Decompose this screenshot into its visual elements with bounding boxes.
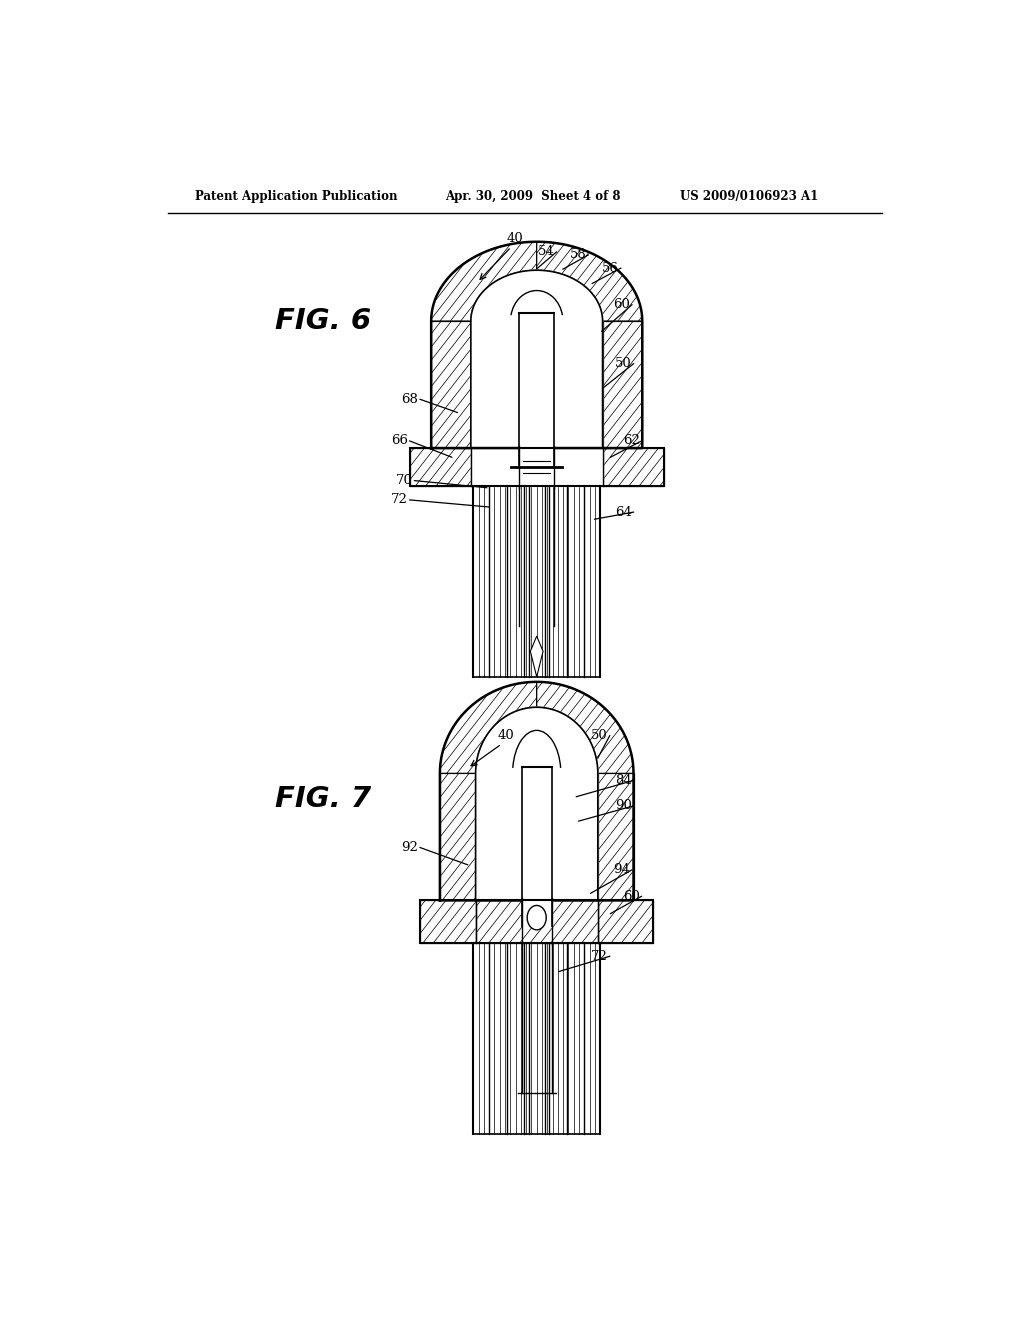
Text: 72: 72	[591, 950, 608, 962]
Bar	[410, 447, 664, 486]
Polygon shape	[602, 447, 664, 486]
Text: 50: 50	[614, 358, 632, 370]
Text: 40: 40	[507, 232, 523, 246]
Polygon shape	[602, 321, 642, 447]
Text: 72: 72	[391, 494, 408, 507]
Text: 60: 60	[623, 890, 640, 903]
Polygon shape	[431, 242, 537, 321]
Text: Apr. 30, 2009  Sheet 4 of 8: Apr. 30, 2009 Sheet 4 of 8	[445, 190, 621, 202]
Polygon shape	[431, 242, 642, 447]
Text: 84: 84	[614, 774, 632, 787]
Text: 66: 66	[391, 434, 408, 447]
Text: 90: 90	[614, 800, 632, 812]
Text: US 2009/0106923 A1: US 2009/0106923 A1	[680, 190, 818, 202]
Circle shape	[527, 906, 546, 929]
Text: 62: 62	[623, 434, 640, 447]
Text: 58: 58	[569, 248, 587, 261]
Text: 54: 54	[538, 246, 555, 259]
Text: FIG. 6: FIG. 6	[274, 308, 371, 335]
Text: 94: 94	[613, 863, 630, 876]
Text: 68: 68	[401, 393, 418, 405]
Polygon shape	[440, 774, 475, 900]
Text: 60: 60	[613, 298, 630, 312]
Polygon shape	[440, 682, 537, 774]
Text: 64: 64	[614, 506, 632, 519]
Polygon shape	[537, 682, 634, 774]
Text: 40: 40	[498, 729, 514, 742]
Polygon shape	[440, 682, 634, 900]
Text: 70: 70	[395, 474, 413, 487]
Polygon shape	[471, 271, 602, 447]
Polygon shape	[475, 708, 598, 900]
Polygon shape	[598, 900, 653, 942]
Polygon shape	[410, 447, 471, 486]
Text: Patent Application Publication: Patent Application Publication	[196, 190, 398, 202]
Text: FIG. 7: FIG. 7	[274, 784, 371, 813]
Polygon shape	[475, 900, 598, 942]
Polygon shape	[537, 242, 642, 321]
Text: 56: 56	[602, 261, 618, 275]
Bar	[420, 900, 653, 942]
Text: 92: 92	[401, 841, 418, 854]
Polygon shape	[420, 900, 475, 942]
Text: 50: 50	[591, 729, 608, 742]
Polygon shape	[530, 636, 543, 677]
Polygon shape	[598, 774, 634, 900]
Polygon shape	[431, 321, 471, 447]
